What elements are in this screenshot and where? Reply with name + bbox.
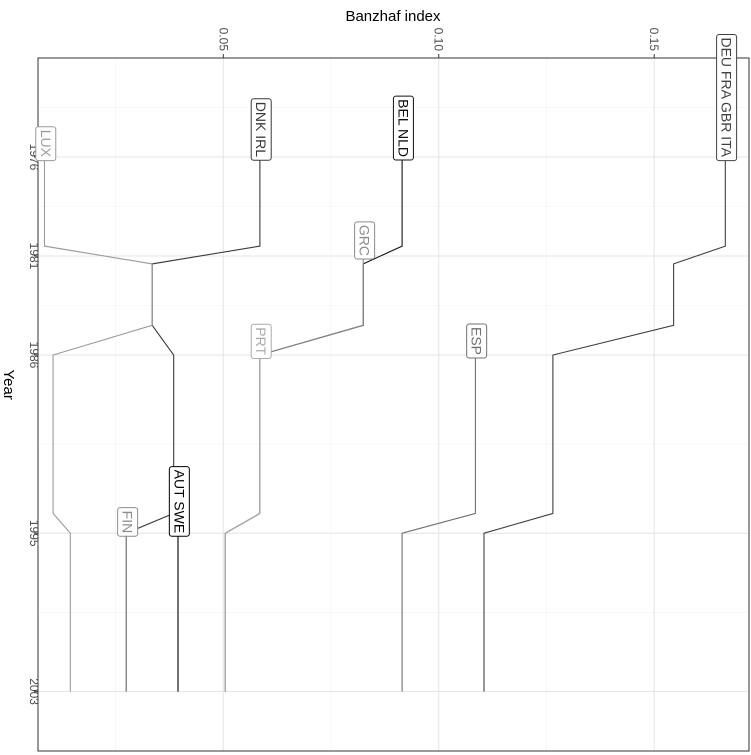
series-label: BEL NLD (392, 95, 414, 161)
series-label-text: AUT SWE (171, 470, 187, 534)
series-label-box (35, 126, 57, 162)
series-line (43, 157, 153, 692)
y-tick-label: 1986 (27, 342, 41, 369)
series-line (483, 157, 726, 692)
y-tick-label: 1981 (27, 243, 41, 270)
series-label-text: ESP (469, 327, 485, 355)
series-label: DNK IRL (250, 98, 272, 161)
series-label-box (716, 33, 738, 162)
series-label: PRT (250, 323, 272, 359)
plot-area: 0.05 0.10 0.1519761981198619952003YearDEU … (0, 28, 750, 752)
series-line (401, 355, 476, 692)
series-label: ESP (466, 323, 488, 359)
series-label-box (168, 466, 190, 537)
series-label-box (354, 221, 376, 260)
series-label-text: PRT (253, 327, 269, 355)
series-line (224, 355, 261, 692)
y-tick-label: 2003 (27, 678, 41, 705)
y-tick-label: 1995 (27, 520, 41, 547)
series-label-text: FIN (120, 511, 136, 534)
x-tick-label: 0.10 (432, 28, 446, 52)
series-label-box (392, 95, 414, 161)
series-label-text: LUX (38, 130, 54, 158)
series-label-text: DEU FRA GBR ITA (719, 37, 735, 157)
series-label-box (117, 507, 139, 537)
series-label-text: GRC (357, 225, 373, 256)
series-label-box (250, 323, 272, 359)
y-axis-title: Year (0, 370, 17, 400)
x-tick-label: 0.05 (216, 28, 230, 52)
series-label: GRC (354, 221, 376, 260)
plot-border (37, 57, 750, 752)
series-label: LUX (35, 126, 57, 162)
x-tick-label: 0.15 (647, 28, 661, 52)
series-label-text: BEL NLD (395, 99, 411, 157)
series-label-text: DNK IRL (253, 102, 269, 157)
x-axis-title: Banzhaf index (345, 8, 441, 25)
plot-background (38, 58, 749, 751)
series-label: AUT SWE (168, 466, 190, 537)
series-label-box (466, 323, 488, 359)
series-label-box (250, 98, 272, 161)
series-label: DEU FRA GBR ITA (716, 33, 738, 162)
series-label: FIN (117, 507, 139, 537)
